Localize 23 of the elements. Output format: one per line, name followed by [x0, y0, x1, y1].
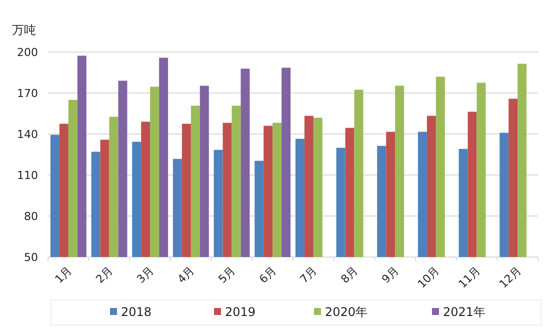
x-tick-label: 9月: [379, 264, 402, 286]
legend-label: 2018: [121, 305, 152, 319]
y-tick-label: 80: [24, 210, 38, 223]
x-tick-label: 3月: [134, 264, 156, 286]
legend-label: 2019: [225, 305, 256, 319]
y-tick-label: 50: [24, 251, 38, 264]
y-axis-title: 万吨: [12, 23, 36, 37]
x-tick-label: 8月: [338, 264, 360, 286]
y-tick-label: 140: [17, 128, 38, 141]
x-tick-label: 7月: [298, 264, 320, 286]
y-tick-label: 110: [17, 169, 38, 182]
x-tick-label: 12月: [496, 264, 524, 291]
y-tick-label: 200: [17, 46, 38, 59]
x-tick-label: 4月: [175, 264, 198, 286]
y-tick-label: 170: [17, 87, 38, 100]
x-tick-label: 5月: [216, 264, 238, 286]
legend-label: 2020年: [325, 305, 368, 319]
x-tick-label: 1月: [52, 264, 75, 286]
x-tick-label: 10月: [415, 264, 442, 291]
x-tick-label: 6月: [256, 264, 279, 286]
legend-label: 2021年: [443, 305, 486, 319]
x-tick-label: 2月: [93, 264, 116, 286]
x-tick-label: 11月: [456, 264, 483, 291]
